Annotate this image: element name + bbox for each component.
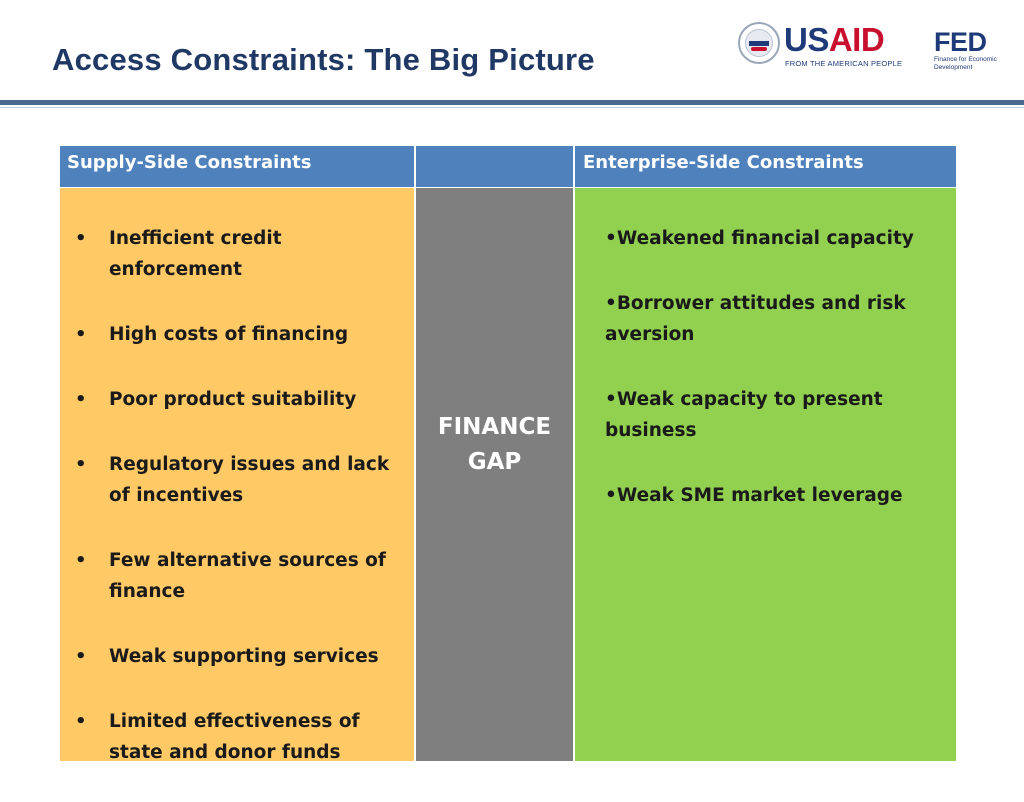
supply-side-list: • Inefficient credit enforcement • High co…	[60, 223, 414, 802]
usaid-logo: USAID FROM THE AMERICAN PEOPLE	[738, 20, 902, 78]
list-item: • Poor product suitability	[75, 389, 357, 410]
list-item: • Limited effectiveness of state and dono…	[75, 711, 360, 763]
finance-gap-column: FINANCE GAP	[416, 188, 573, 761]
supply-side-column: • Inefficient credit enforcement • High co…	[60, 188, 414, 763]
list-item: • Inefficient credit enforcement	[75, 228, 282, 280]
list-item: •Borrower attitudes and risk aversion	[605, 293, 906, 345]
fed-logo: FED Finance for Economic Development	[934, 28, 1004, 80]
usaid-wordmark: USAID	[784, 21, 885, 58]
list-item: • Few alternative sources of finance	[75, 550, 386, 602]
middle-header	[416, 146, 573, 187]
list-item: • Regulatory issues and lack of incentive…	[75, 454, 390, 506]
list-item: • Weak supporting services	[75, 646, 379, 667]
enterprise-side-header: Enterprise-Side Constraints	[575, 146, 956, 187]
list-item: •Weak SME market leverage	[605, 485, 903, 506]
usaid-tagline: FROM THE AMERICAN PEOPLE	[785, 59, 903, 68]
fed-tagline: Finance for Economic Development	[934, 56, 997, 71]
enterprise-side-column: •Weakened financial capacity •Borrower a…	[575, 188, 956, 761]
list-item: • High costs of financing	[75, 324, 349, 345]
title-divider	[0, 100, 1024, 105]
finance-gap-label: FINANCE GAP	[437, 414, 552, 475]
supply-side-header: Supply-Side Constraints	[60, 146, 414, 187]
constraints-table: Supply-Side Constraints Enterprise-Side …	[60, 146, 956, 763]
fed-wordmark: FED	[934, 27, 987, 57]
list-item: •Weak capacity to present business	[605, 389, 883, 441]
usaid-seal-icon	[738, 22, 780, 64]
slide-title: Access Constraints: The Big Picture	[52, 42, 595, 77]
list-item: •Weakened financial capacity	[605, 228, 914, 249]
title-divider-thin	[0, 107, 1024, 108]
enterprise-side-list: •Weakened financial capacity •Borrower a…	[605, 223, 945, 545]
